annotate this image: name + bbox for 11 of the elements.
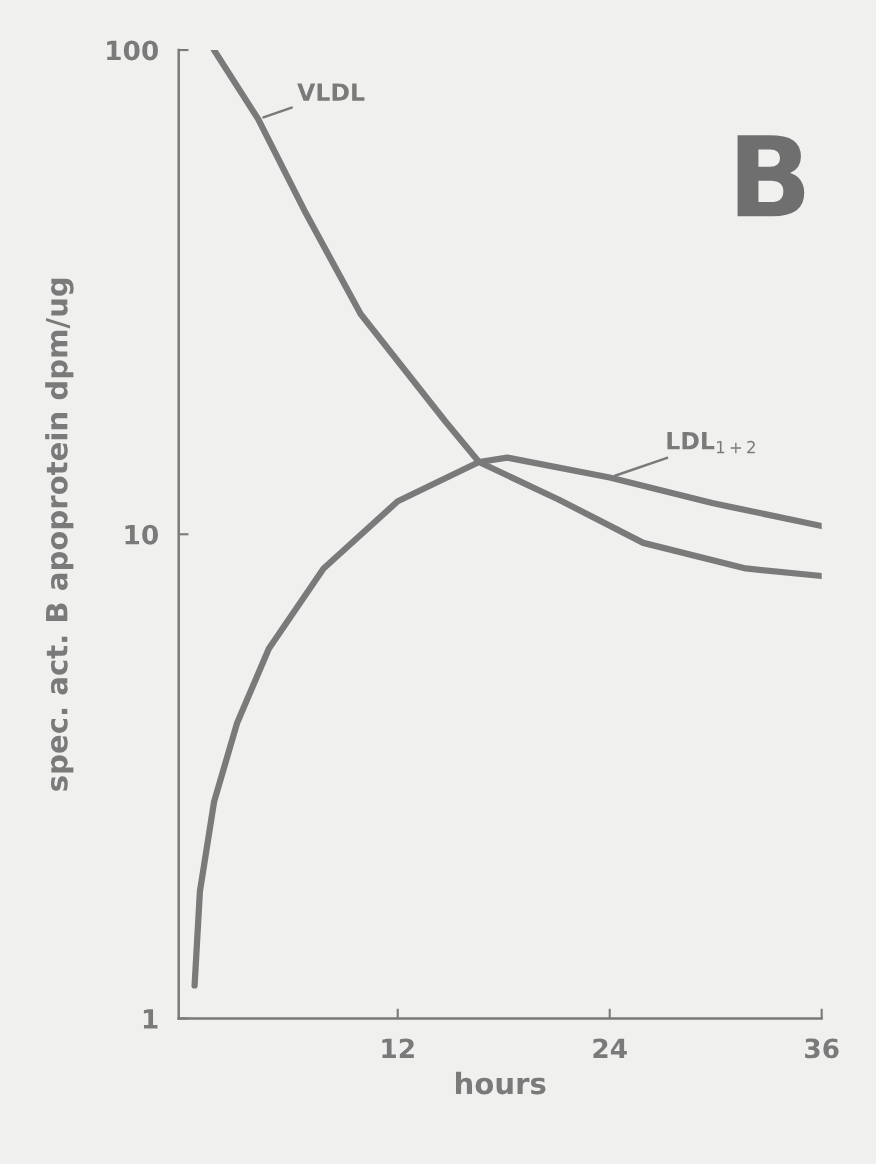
x-axis-title: hours — [455, 1071, 546, 1095]
series-label: VLDL — [297, 83, 365, 101]
series-label: LDL$_{1+2}$ — [667, 432, 755, 454]
annotation: B — [737, 135, 805, 217]
y-tick-label: 100 — [107, 40, 158, 61]
x-tick-label: 36 — [805, 1038, 839, 1059]
y-axis-title: spec. act. B apoprotein dpm/ug — [45, 278, 74, 791]
y-tick-label: 1 — [143, 1009, 158, 1029]
x-tick-label: 24 — [593, 1038, 627, 1058]
y-tick-label: 10 — [125, 524, 158, 545]
x-tick-label: 12 — [382, 1038, 414, 1058]
